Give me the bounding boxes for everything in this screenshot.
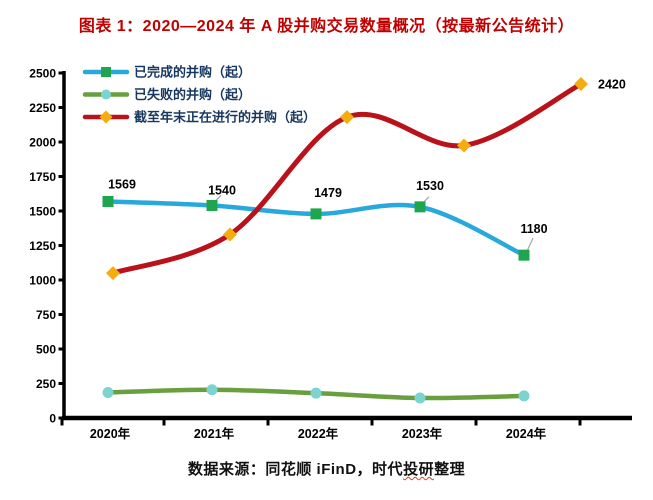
x-axis-category-label: 2024年 xyxy=(506,426,547,441)
data-point-marker xyxy=(414,392,426,404)
legend-swatch-marker xyxy=(101,89,111,100)
data-point-marker xyxy=(414,201,426,213)
legend-item-label: 已完成的并购（起） xyxy=(134,65,251,80)
data-point-marker xyxy=(106,266,120,281)
data-label: 1569 xyxy=(108,177,136,191)
legend-item-label: 已失败的并购（起） xyxy=(134,87,251,102)
x-axis-category-label: 2022年 xyxy=(298,426,339,441)
data-point-marker xyxy=(102,386,114,398)
legend-swatch-marker xyxy=(99,110,113,124)
data-point-marker xyxy=(457,138,471,153)
y-axis-tick-label: 2000 xyxy=(29,136,56,150)
label-leader-line xyxy=(526,237,534,252)
x-axis-category-label: 2023年 xyxy=(402,426,443,441)
y-axis-tick-label: 0 xyxy=(49,412,56,426)
y-axis-tick-label: 250 xyxy=(36,377,56,391)
line-chart: 0 250 500 750 1000 1250 1500 1750 2000 2250 2500 20… xyxy=(29,65,632,441)
data-label: 1530 xyxy=(416,179,444,193)
legend-swatch-marker xyxy=(101,67,111,77)
source-underlined-text: 投研 xyxy=(403,461,435,478)
chart-title: 图表 1：2020—2024 年 A 股并购交易数量概况（按最新公告统计） xyxy=(78,18,575,35)
y-axis-tick-label: 750 xyxy=(36,308,56,322)
source-note: 数据来源：同花顺 iFinD，时代投研整理 xyxy=(0,458,653,479)
data-point-marker xyxy=(518,249,530,261)
data-point-marker xyxy=(310,387,322,399)
y-axis-tick-label: 2500 xyxy=(29,67,56,81)
data-point-marker xyxy=(223,227,237,242)
data-label: 1180 xyxy=(520,222,547,236)
y-axis-tick-label: 1500 xyxy=(29,205,56,219)
legend-item-label: 截至年末正在进行的并购（起） xyxy=(134,110,316,125)
data-point-marker xyxy=(206,384,218,396)
data-label: 1540 xyxy=(208,183,236,197)
x-axis-category-label: 2021年 xyxy=(194,426,235,441)
y-axis-tick-label: 500 xyxy=(36,343,56,357)
data-point-marker xyxy=(102,195,114,207)
y-axis-tick-label: 1000 xyxy=(29,274,56,288)
data-point-marker xyxy=(574,77,588,92)
y-axis-tick-label: 2250 xyxy=(29,101,56,115)
data-point-marker xyxy=(340,110,354,125)
source-text-suffix: 整理 xyxy=(434,461,466,478)
source-text: 数据来源：同花顺 iFinD，时代 xyxy=(187,461,404,478)
data-label: 2420 xyxy=(598,78,626,92)
data-point-marker xyxy=(518,390,530,402)
data-point-marker xyxy=(206,199,218,211)
data-point-marker xyxy=(310,208,322,220)
y-axis-tick-label: 1250 xyxy=(29,239,56,253)
data-label: 1479 xyxy=(314,186,342,200)
x-axis-category-label: 2020年 xyxy=(90,426,131,441)
y-axis-tick-label: 1750 xyxy=(29,170,56,184)
